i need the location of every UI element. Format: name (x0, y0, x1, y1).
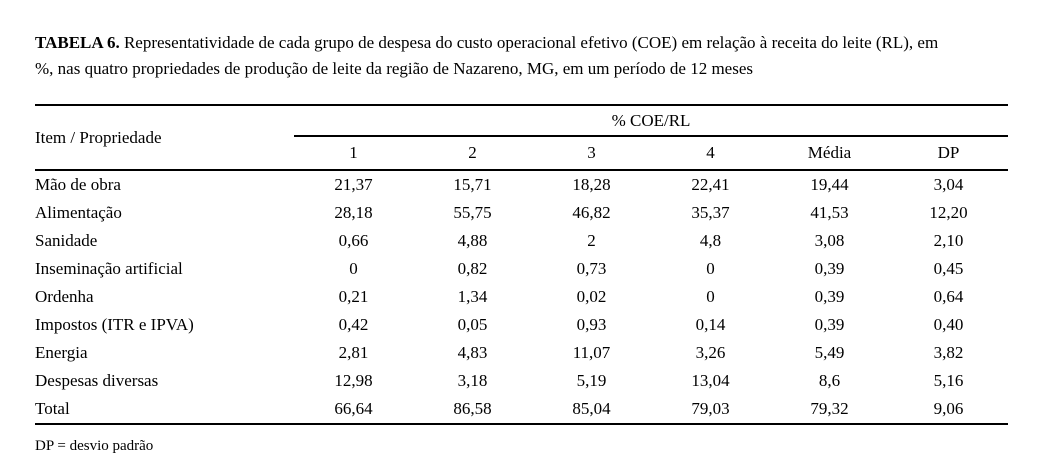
row-label: Total (35, 395, 294, 425)
cell-value: 0,21 (338, 287, 369, 306)
cell-value: 0,66 (338, 231, 369, 250)
cell-value: 0,40 (933, 315, 964, 334)
row-label: Sanidade (35, 231, 98, 250)
table-number-label: TABELA 6. (35, 33, 120, 52)
table-row-energia: Energia 2,81 4,83 11,07 3,26 5,49 3,82 (35, 339, 1008, 367)
cell-value: 86,58 (413, 395, 532, 425)
cell-value: 2,81 (338, 343, 369, 362)
cell-value: 8,6 (818, 371, 841, 390)
cell-value: 3,18 (457, 371, 488, 390)
cell-value: 12,98 (334, 371, 373, 390)
table-row-despesas-diversas: Despesas diversas 12,98 3,18 5,19 13,04 … (35, 367, 1008, 395)
cell-value: 0,45 (933, 259, 964, 278)
cell-value: 46,82 (572, 203, 611, 222)
table-row-ordenha: Ordenha 0,21 1,34 0,02 0 0,39 0,64 (35, 283, 1008, 311)
cell-value: 15,71 (453, 175, 492, 194)
cell-value: 55,75 (453, 203, 492, 222)
cell-value: 0,39 (814, 259, 845, 278)
cell-value: 28,18 (334, 203, 373, 222)
cell-value: 4,83 (457, 343, 488, 362)
cell-value: 3,26 (695, 343, 726, 362)
caption-text-line-2: %, nas quatro propriedades de produção d… (35, 59, 753, 78)
cell-value: 41,53 (810, 203, 849, 222)
table-row-mao-de-obra: Mão de obra 21,37 15,71 18,28 22,41 19,4… (35, 170, 1008, 199)
table-row-sanidade: Sanidade 0,66 4,88 2 4,8 3,08 2,10 (35, 227, 1008, 255)
cell-value: 4,88 (457, 231, 488, 250)
cell-value: 4,8 (699, 231, 722, 250)
cell-value: 22,41 (691, 175, 730, 194)
cell-value: 12,20 (929, 203, 968, 222)
cell-value: 18,28 (572, 175, 611, 194)
cell-value: 66,64 (294, 395, 413, 425)
cell-value: 2,10 (933, 231, 964, 250)
col-header-1: 1 (294, 136, 413, 171)
caption-line-1: TABELA 6. Representatividade de cada gru… (35, 30, 1008, 56)
cell-value: 19,44 (810, 175, 849, 194)
row-label: Ordenha (35, 287, 94, 306)
table-row-impostos: Impostos (ITR e IPVA) 0,42 0,05 0,93 0,1… (35, 311, 1008, 339)
cell-value: 11,07 (572, 343, 611, 362)
cell-value: 0,05 (457, 315, 488, 334)
cell-value: 3,08 (814, 231, 845, 250)
cell-value: 21,37 (334, 175, 373, 194)
cell-value: 79,03 (651, 395, 770, 425)
cell-value: 85,04 (532, 395, 651, 425)
cell-value: 0,14 (695, 315, 726, 334)
cell-value: 1,34 (457, 287, 488, 306)
cell-value: 0,73 (576, 259, 607, 278)
row-label: Inseminação artificial (35, 259, 183, 278)
cell-value: 35,37 (691, 203, 730, 222)
col-header-3: 3 (532, 136, 651, 171)
cell-value: 0,39 (814, 315, 845, 334)
coe-rl-table: Item / Propriedade % COE/RL 1 2 3 4 Médi… (35, 104, 1009, 425)
group-header-coe-rl: % COE/RL (294, 105, 1009, 137)
cell-value: 5,49 (814, 343, 845, 362)
cell-value: 0,82 (457, 259, 488, 278)
cell-value: 0,02 (576, 287, 607, 306)
row-label: Impostos (ITR e IPVA) (35, 315, 194, 334)
cell-value: 0 (349, 259, 358, 278)
caption-text-line-1: Representatividade de cada grupo de desp… (123, 33, 939, 52)
row-header-item-propriedade: Item / Propriedade (35, 105, 294, 171)
table-row-alimentacao: Alimentação 28,18 55,75 46,82 35,37 41,5… (35, 199, 1008, 227)
cell-value: 0,39 (814, 287, 845, 306)
cell-value: 0,42 (338, 315, 369, 334)
row-label: Energia (35, 343, 88, 362)
row-label: Despesas diversas (35, 371, 159, 390)
cell-value: 3,82 (933, 343, 964, 362)
cell-value: 5,16 (933, 371, 964, 390)
header-row-columns: 1 2 3 4 Média DP (35, 136, 1009, 171)
table-footnote: DP = desvio padrão (35, 438, 154, 454)
col-header-media: Média (770, 136, 889, 171)
cell-value: 0,93 (576, 315, 607, 334)
cell-value: 0 (706, 259, 715, 278)
cell-value: 3,04 (933, 175, 964, 194)
table-row-total: Total 66,64 86,58 85,04 79,03 79,32 9,06 (35, 395, 1009, 425)
cell-value: 79,32 (770, 395, 889, 425)
cell-value: 0,64 (933, 287, 964, 306)
cell-value: 13,04 (691, 371, 730, 390)
row-label: Mão de obra (35, 175, 121, 194)
table-row-inseminacao-artificial: Inseminação artificial 0 0,82 0,73 0 0,3… (35, 255, 1008, 283)
row-label: Alimentação (35, 203, 122, 222)
table-caption: TABELA 6. Representatividade de cada gru… (35, 30, 1008, 82)
cell-value: 2 (587, 231, 596, 250)
col-header-dp: DP (889, 136, 1009, 171)
cell-value: 9,06 (889, 395, 1009, 425)
header-row-group: Item / Propriedade % COE/RL (35, 105, 1009, 171)
col-header-4: 4 (651, 136, 770, 171)
cell-value: 0 (706, 287, 715, 306)
cell-value: 5,19 (576, 371, 607, 390)
col-header-2: 2 (413, 136, 532, 171)
